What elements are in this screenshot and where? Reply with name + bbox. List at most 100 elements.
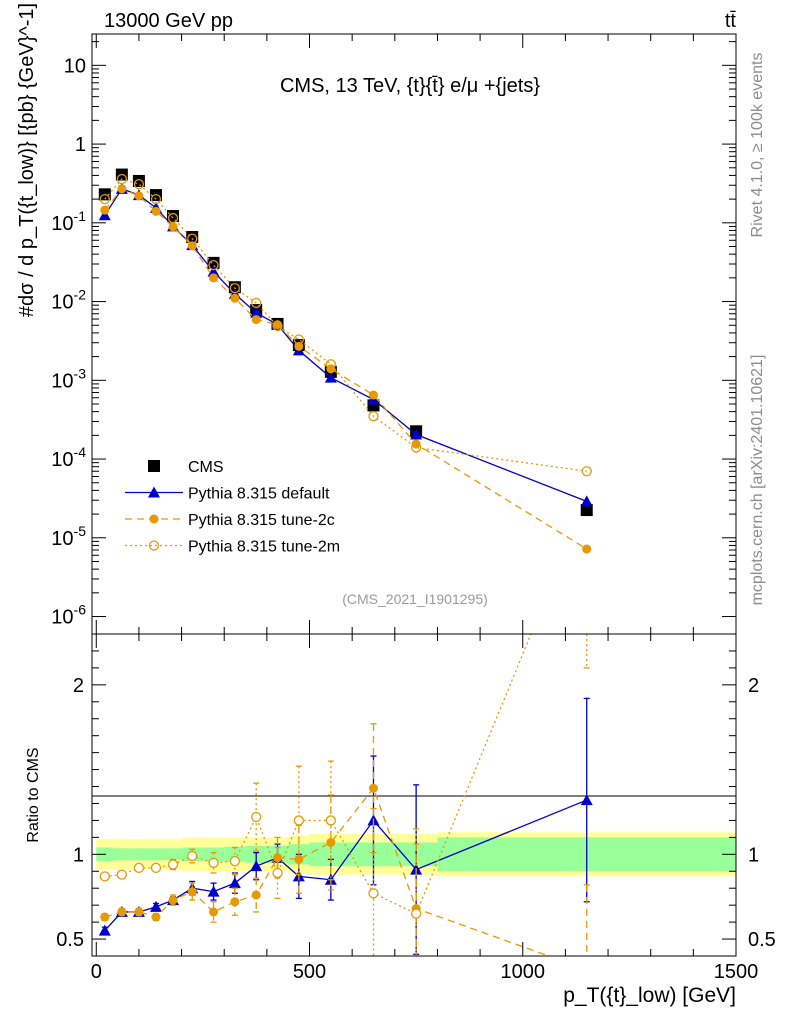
ratio-point [250, 860, 263, 872]
ratio-frame [91, 633, 737, 957]
ratio-point [208, 857, 219, 868]
data-point [116, 173, 128, 185]
data-point [150, 193, 162, 205]
data-point [100, 205, 110, 215]
data-point [209, 273, 219, 283]
ratio-point [410, 908, 422, 919]
analysis-id: (CMS_2021_I1901295) [342, 591, 488, 607]
ratio-point [167, 859, 179, 870]
ratio-series-pythia-8-315-default [98, 697, 593, 955]
source-text: mcplots.cern.ch [arXiv:2401.10621] [749, 355, 766, 606]
legend: CMS Pythia 8.315 default Pythia 8.315 tune… [125, 459, 340, 556]
stat-uncertainty-band [130, 848, 148, 861]
beam-label: 13000 GeV pp [104, 10, 233, 32]
x-tick-label: 1000 [501, 961, 546, 983]
data-point [250, 306, 263, 318]
data-point [133, 178, 145, 190]
legend-marker [148, 460, 160, 472]
ratio-series-pythia-8-315-tune-2m [99, 634, 590, 956]
ratio-point [294, 854, 304, 864]
ratio-point [187, 887, 197, 897]
ratio-point [251, 890, 261, 900]
data-point [230, 293, 240, 303]
legend-label: CMS [188, 459, 224, 476]
data-point [208, 260, 219, 271]
stat-uncertainty-band [147, 848, 165, 861]
legend-marker [148, 540, 160, 551]
data-point [229, 283, 241, 294]
main-panel: 10 1 10-1 10-2 10-3 10-4 10-5 10-6 CMS, 13 TeV,… [16, 3, 737, 635]
ratio-point [582, 965, 591, 974]
y-tick-exponent: -4 [74, 444, 87, 460]
y-tick-label: 10-2 [51, 287, 86, 314]
data-point [186, 231, 199, 244]
legend-item: Pythia 8.315 tune-2c [125, 512, 335, 529]
data-point [581, 466, 592, 477]
main-y-axis-label: #dσ / d p_T({t_low)} [{pb} {GeV}^-1] [16, 3, 38, 317]
legend-marker [149, 514, 159, 524]
legend-marker [148, 486, 160, 498]
ratio-panel: 0.5 0.5 1 1 2 2 0 500 1000 1500 Ratio to CMS p_T(… [25, 633, 776, 1007]
series-pythia-8-315-tune-2m [99, 173, 592, 477]
data-point [151, 206, 161, 216]
data-point [293, 334, 304, 345]
source-label: mcplots.cern.ch [arXiv:2401.10621] [749, 355, 766, 606]
data-point [368, 411, 379, 422]
rivet-version-text: Rivet 4.1.0, ≥ 100k events [749, 53, 766, 238]
x-tick-label: 500 [293, 961, 326, 983]
legend-item: Pythia 8.315 default [125, 486, 330, 503]
ratio-point [98, 924, 111, 936]
ratio-y-tick-label: 1 [73, 844, 84, 866]
data-point [580, 495, 593, 507]
main-y-axis-label-text: #dσ / d p_T({t_low)} [{pb} {GeV}^-1] [16, 3, 38, 317]
ratio-point [580, 794, 593, 806]
legend-item: Pythia 8.315 tune-2m [125, 539, 340, 556]
ratio-line [104, 786, 551, 956]
y-tick-label: 1 [75, 134, 86, 156]
data-point [324, 371, 337, 383]
data-point [168, 222, 178, 232]
y-tick-exponent: -3 [74, 365, 87, 381]
ratio-point [272, 867, 283, 879]
series-line [104, 178, 587, 472]
stat-uncertainty-band [113, 848, 131, 861]
data-point [207, 256, 220, 269]
data-point [582, 544, 592, 554]
data-point [98, 209, 111, 221]
ratio-point [207, 885, 220, 897]
legend-label: Pythia 8.315 default [188, 486, 330, 503]
y-tick-label: 10-1 [51, 208, 86, 235]
data-point [251, 315, 261, 325]
main-series [98, 168, 593, 554]
main-axis-ticks: 10 1 10-1 10-2 10-3 10-4 10-5 10-6 [51, 34, 737, 634]
ratio-y-tick-label: 0.5 [56, 929, 84, 951]
y-tick-exponent: -2 [74, 287, 87, 303]
data-point [325, 359, 336, 370]
ratio-axis-ticks: 0.5 0.5 1 1 2 2 0 500 1000 1500 [56, 634, 776, 983]
chart-title: CMS, 13 TeV, {t}{t̄} e/μ +{jets} [280, 75, 540, 97]
series-pythia-8-315-default [98, 182, 593, 507]
ratio-y-tick-label-right: 0.5 [748, 929, 776, 951]
series-line [104, 188, 587, 502]
y-tick-label: 10-6 [51, 602, 86, 629]
ratio-point [168, 895, 178, 905]
ratio-y-tick-label: 2 [73, 675, 84, 697]
ratio-y-axis-label: Ratio to CMS [25, 747, 42, 842]
ratio-point [100, 912, 110, 922]
ratio-point [293, 815, 304, 826]
ratio-point [151, 912, 161, 922]
data-point [207, 265, 220, 277]
ratio-point [149, 900, 162, 912]
data-point [187, 233, 198, 244]
data-point [132, 174, 145, 187]
process-label: tt̄ [725, 10, 737, 32]
data-point [251, 297, 262, 309]
ratio-point [116, 869, 128, 880]
y-tick-label: 10 [64, 55, 86, 77]
x-tick-label: 0 [91, 961, 102, 983]
ratio-point [150, 862, 162, 874]
ratio-y-tick-label-right: 2 [748, 675, 759, 697]
y-tick-label: 10-4 [51, 444, 86, 471]
data-point [410, 442, 422, 453]
